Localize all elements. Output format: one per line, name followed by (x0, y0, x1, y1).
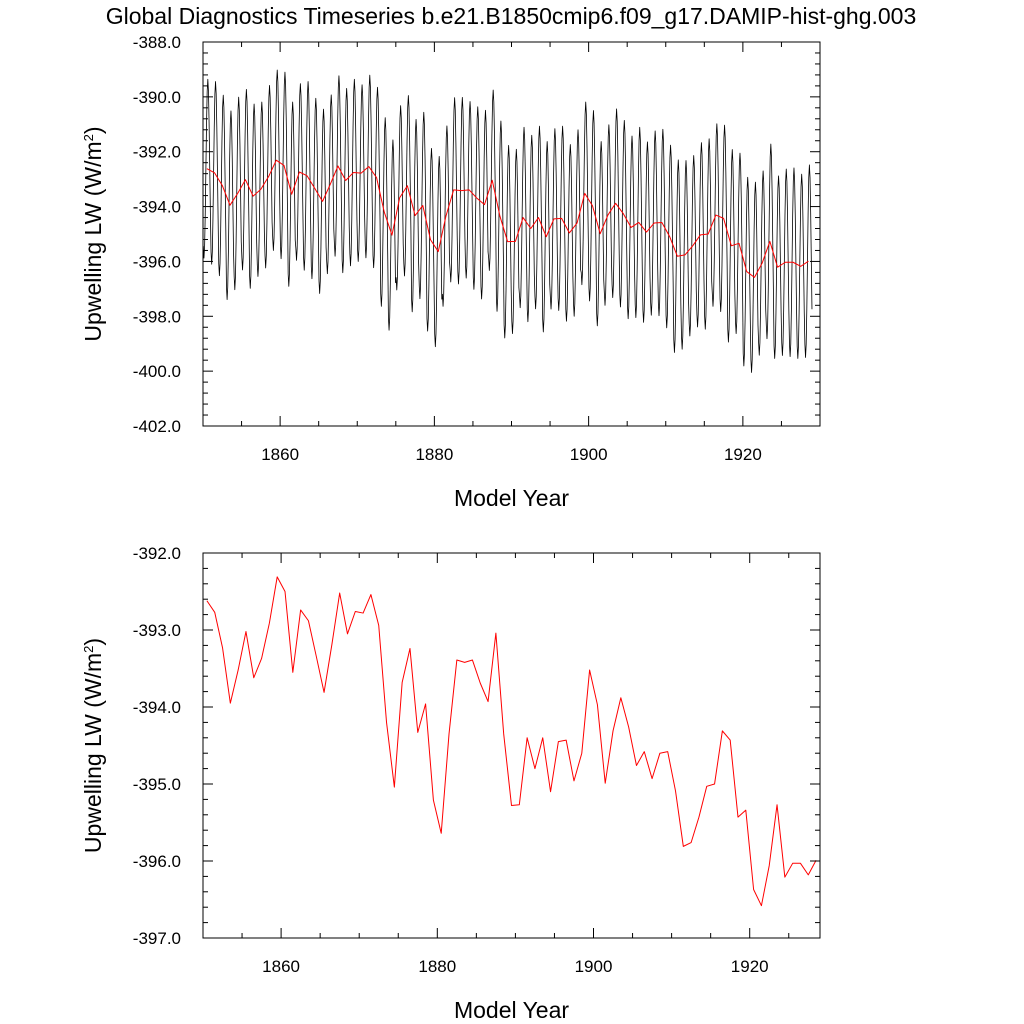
bottom-y-axis-label: Upwelling LW (W/m2) (80, 638, 106, 853)
bottom-annual-mean-series-line (206, 576, 817, 907)
top-y-tick-label: -394.0 (133, 198, 181, 217)
bottom-x-tick-label: 1860 (262, 957, 300, 976)
top-y-axis-label-main: Upwelling LW (W/m (80, 141, 106, 341)
top-y-axis-label: Upwelling LW (W/m2) (80, 126, 106, 341)
bottom-plot-frame (202, 552, 821, 939)
top-y-tick-label: -398.0 (133, 307, 181, 326)
top-y-axis-label-superscript: 2 (81, 134, 96, 141)
bottom-y-tick-label: -392.0 (133, 544, 181, 563)
top-plot-frame (202, 41, 821, 427)
top-monthly-series-line (202, 69, 813, 373)
bottom-y-axis-label-superscript: 2 (81, 646, 96, 653)
bottom-x-tick-label: 1880 (418, 957, 456, 976)
top-annual-mean-series-line (206, 159, 809, 278)
bottom-axes: 1860 1880 1900 1920 -397.0 -396.0 -395.0 -394.0… (133, 544, 820, 976)
top-axes: 1860 1880 1900 1920 -402.0 -400.0 -398.0 -396.0… (133, 33, 821, 464)
bottom-x-tick-label: 1920 (731, 957, 769, 976)
top-x-axis-label: Model Year (454, 485, 569, 511)
bottom-x-tick-label: 1900 (575, 957, 613, 976)
bottom-y-tick-label: -396.0 (133, 852, 181, 871)
bottom-y-tick-label: -394.0 (133, 698, 181, 717)
bottom-x-axis-label: Model Year (454, 997, 569, 1023)
top-y-axis-label-close: ) (80, 126, 106, 134)
bottom-series-layer (206, 576, 817, 907)
figure-title: Global Diagnostics Timeseries b.e21.B185… (106, 3, 917, 29)
bottom-y-tick-label: -395.0 (133, 775, 181, 794)
top-x-tick-label: 1920 (724, 445, 762, 464)
top-y-tick-label: -400.0 (133, 362, 181, 381)
bottom-y-tick-label: -397.0 (133, 929, 181, 948)
top-y-tick-label: -392.0 (133, 143, 181, 162)
bottom-panel: 1860 1880 1900 1920 -397.0 -396.0 -395.0 -394.0… (80, 544, 821, 1023)
top-y-tick-label: -402.0 (133, 417, 181, 436)
top-y-tick-label: -396.0 (133, 252, 181, 271)
top-y-tick-label: -388.0 (133, 33, 181, 52)
top-panel: 1860 1880 1900 1920 -402.0 -400.0 -398.0 -396.0… (80, 33, 821, 511)
bottom-y-tick-label: -393.0 (133, 621, 181, 640)
top-x-tick-label: 1900 (570, 445, 608, 464)
bottom-y-axis-label-close: ) (80, 638, 106, 646)
top-series-layer (202, 69, 813, 373)
bottom-y-axis-label-main: Upwelling LW (W/m (80, 653, 106, 853)
top-x-tick-label: 1860 (261, 445, 299, 464)
top-y-tick-label: -390.0 (133, 88, 181, 107)
top-x-tick-label: 1880 (415, 445, 453, 464)
